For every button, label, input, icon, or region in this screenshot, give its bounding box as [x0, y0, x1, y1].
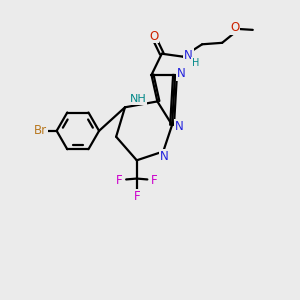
Text: N: N — [184, 49, 193, 62]
Text: Br: Br — [34, 124, 47, 137]
Text: N: N — [177, 67, 186, 80]
Text: NH: NH — [130, 94, 147, 104]
Text: F: F — [134, 190, 140, 203]
Text: F: F — [116, 173, 123, 187]
Text: H: H — [192, 58, 199, 68]
Text: O: O — [149, 30, 158, 43]
Text: O: O — [230, 21, 239, 34]
Text: N: N — [160, 150, 168, 163]
Text: N: N — [175, 120, 184, 133]
Text: F: F — [151, 173, 157, 187]
